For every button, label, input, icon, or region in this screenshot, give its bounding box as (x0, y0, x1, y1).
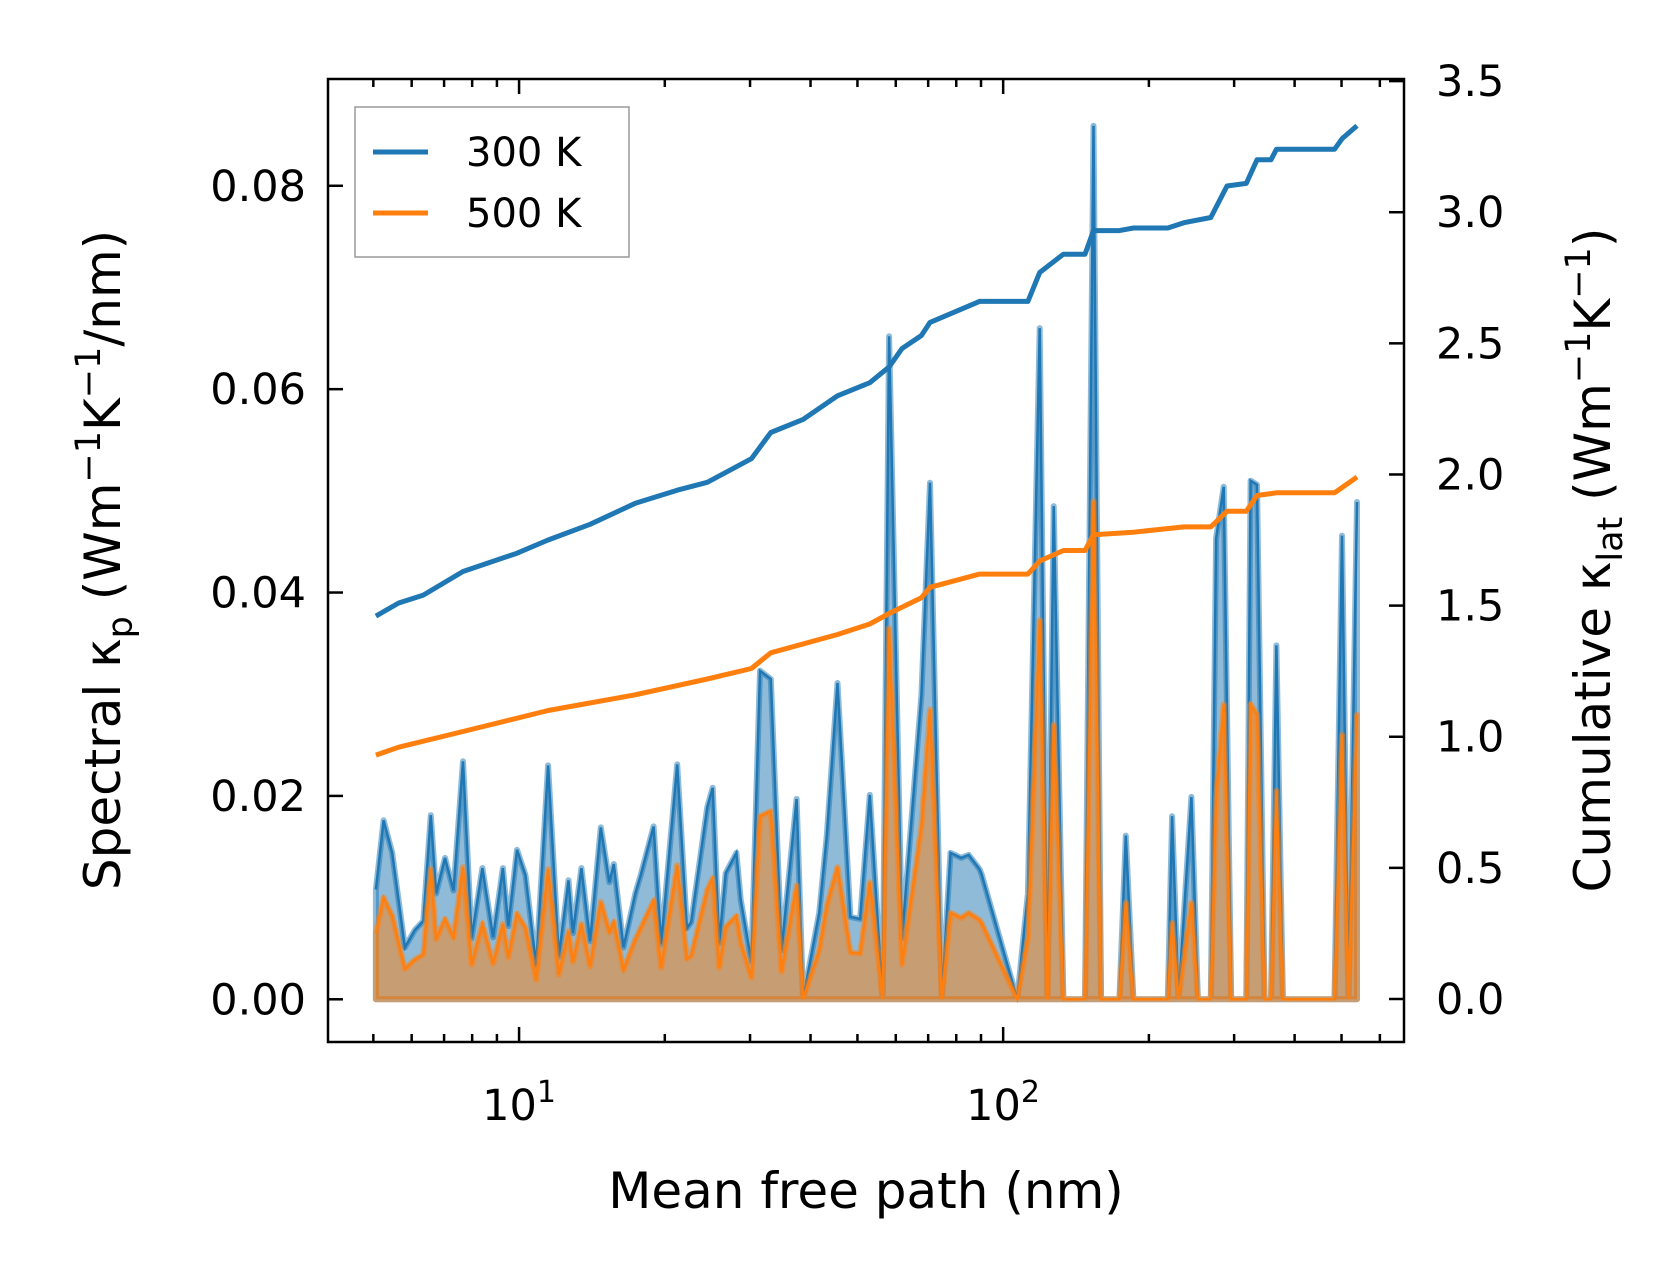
label-sub: p (101, 616, 141, 638)
label-part: K (74, 397, 132, 431)
legend-box (354, 106, 630, 258)
spectral-line-300k (374, 125, 1359, 1001)
y-left-tick-label: 0.04 (210, 569, 306, 619)
y-left-axis-label: Spectral κp (Wm−1K−1/nm) (69, 230, 141, 890)
x-tick-base: 10 (482, 1081, 537, 1131)
y-right-tick-label: 0.0 (1436, 975, 1504, 1025)
axis-ticks (328, 79, 1404, 1042)
label-part: Cumulative κ (1564, 562, 1622, 893)
x-tick-base: 10 (966, 1081, 1021, 1131)
x-tick-label-10: 101 (482, 1075, 556, 1131)
plot-frame (326, 77, 1406, 1044)
legend-label-300k: 300 K (466, 130, 583, 176)
label-part: K (1564, 298, 1622, 332)
y-left-tick-label: 0.02 (210, 772, 306, 822)
cumulative-line-500k (375, 475, 1359, 758)
x-tick-exp: 1 (537, 1075, 556, 1110)
label-part: (Wm (1564, 383, 1622, 517)
label-sup: −1 (1559, 332, 1599, 384)
label-part: Spectral κ (74, 638, 132, 890)
label-part: ) (1564, 228, 1622, 248)
x-axis-label: Mean free path (nm) (608, 1162, 1124, 1220)
y-right-tick-labels: 0.0 0.5 1.0 1.5 2.0 2.5 3.0 3.5 (1436, 57, 1504, 1025)
cumulative-line-300k (374, 123, 1359, 619)
y-right-tick-label: 1.5 (1436, 582, 1504, 632)
spectral-line-500k (374, 500, 1359, 1004)
y-left-tick-label: 0.06 (210, 365, 306, 415)
y-right-tick-label: 3.5 (1436, 57, 1504, 107)
legend-label-500k: 500 K (466, 191, 583, 237)
y-right-tick-label: 3.0 (1436, 188, 1504, 238)
y-left-tick-label: 0.08 (210, 162, 306, 212)
label-part: (Wm (74, 483, 132, 617)
label-sup: −1 (69, 431, 109, 483)
y-right-axis-label: Cumulative κlat (Wm−1K−1) (1559, 228, 1631, 893)
y-right-tick-label: 0.5 (1436, 844, 1504, 894)
y-left-tick-label: 0.00 (210, 975, 306, 1025)
label-sub: lat (1591, 517, 1631, 562)
x-tick-label-100: 102 (966, 1075, 1040, 1131)
label-part: /nm) (74, 230, 132, 347)
y-right-tick-label: 1.0 (1436, 713, 1504, 763)
label-sup: −1 (69, 347, 109, 399)
legend: 300 K 500 K (354, 106, 630, 258)
y-left-tick-labels: 0.00 0.02 0.04 0.06 0.08 (210, 162, 306, 1026)
plot-marks (372, 122, 1360, 1004)
x-tick-exp: 2 (1021, 1075, 1040, 1110)
label-sup: −1 (1559, 247, 1599, 299)
y-right-tick-label: 2.0 (1436, 450, 1504, 500)
y-right-tick-label: 2.5 (1436, 319, 1504, 369)
